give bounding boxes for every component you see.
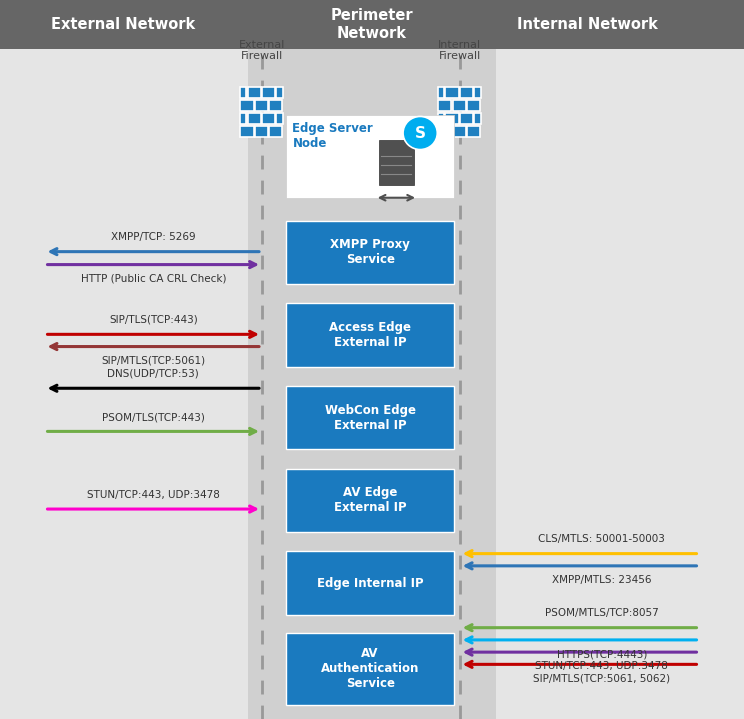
Text: XMPP/TCP: 5269: XMPP/TCP: 5269 — [111, 232, 196, 242]
Text: Internal Network: Internal Network — [517, 17, 658, 32]
Text: STUN/TCP:443, UDP:3478: STUN/TCP:443, UDP:3478 — [536, 661, 668, 672]
Bar — [286, 633, 454, 705]
Bar — [276, 113, 283, 124]
Text: Perimeter
Network: Perimeter Network — [330, 8, 414, 41]
Bar — [460, 113, 473, 124]
Bar — [248, 0, 496, 49]
Text: S: S — [414, 126, 426, 140]
Text: PSOM/MTLS/TCP:8057: PSOM/MTLS/TCP:8057 — [545, 608, 658, 618]
Bar — [286, 115, 454, 198]
Text: Edge Internal IP: Edge Internal IP — [317, 577, 423, 590]
Text: SIP/MTLS(TCP:5061): SIP/MTLS(TCP:5061) — [101, 356, 205, 366]
Bar — [286, 303, 454, 367]
Text: XMPP Proxy
Service: XMPP Proxy Service — [330, 239, 410, 266]
Bar — [248, 87, 260, 98]
Text: PSOM/TLS(TCP:443): PSOM/TLS(TCP:443) — [102, 412, 205, 422]
Bar — [240, 87, 246, 98]
Text: CLS/MTLS: 50001-50003: CLS/MTLS: 50001-50003 — [539, 534, 665, 544]
Bar — [460, 87, 473, 98]
Bar — [474, 113, 481, 124]
Bar — [467, 100, 481, 111]
Text: External Network: External Network — [51, 17, 195, 32]
Bar — [286, 551, 454, 615]
Bar — [262, 113, 275, 124]
Bar — [286, 386, 454, 449]
Bar — [254, 100, 268, 111]
Bar — [438, 126, 452, 137]
Text: Internal
Firewall: Internal Firewall — [438, 40, 481, 61]
Bar — [254, 126, 268, 137]
Bar — [286, 469, 454, 532]
Bar — [240, 126, 254, 137]
Bar — [467, 126, 481, 137]
Bar — [438, 113, 444, 124]
Bar — [452, 126, 466, 137]
Bar — [474, 87, 481, 98]
Circle shape — [403, 116, 437, 150]
Bar — [240, 113, 246, 124]
Bar — [248, 113, 260, 124]
Bar — [276, 87, 283, 98]
Text: XMPP/MTLS: 23456: XMPP/MTLS: 23456 — [552, 575, 652, 585]
Bar — [262, 87, 275, 98]
Text: Edge Server
Node: Edge Server Node — [292, 122, 373, 150]
Text: STUN/TCP:443, UDP:3478: STUN/TCP:443, UDP:3478 — [87, 490, 219, 500]
Text: HTTPS(TCP:4443): HTTPS(TCP:4443) — [557, 649, 647, 659]
Text: SIP/TLS(TCP:443): SIP/TLS(TCP:443) — [109, 315, 198, 325]
Bar — [269, 100, 282, 111]
Bar — [438, 100, 452, 111]
Bar — [0, 0, 248, 49]
Text: HTTP (Public CA CRL Check): HTTP (Public CA CRL Check) — [80, 274, 226, 284]
Text: AV
Authentication
Service: AV Authentication Service — [321, 647, 420, 690]
Text: SIP/MTLS(TCP:5061, 5062): SIP/MTLS(TCP:5061, 5062) — [533, 674, 670, 684]
Bar — [438, 87, 444, 98]
Text: AV Edge
External IP: AV Edge External IP — [334, 487, 406, 514]
Bar — [240, 100, 254, 111]
Bar — [286, 221, 454, 284]
Bar — [496, 0, 744, 49]
Bar — [446, 113, 458, 124]
Bar — [379, 140, 414, 185]
Bar — [269, 126, 282, 137]
Text: DNS(UDP/TCP:53): DNS(UDP/TCP:53) — [107, 369, 199, 379]
Bar — [248, 49, 496, 719]
Bar — [446, 87, 458, 98]
Text: Access Edge
External IP: Access Edge External IP — [329, 321, 411, 349]
Text: External
Firewall: External Firewall — [239, 40, 285, 61]
Text: WebCon Edge
External IP: WebCon Edge External IP — [324, 404, 416, 431]
Bar — [452, 100, 466, 111]
